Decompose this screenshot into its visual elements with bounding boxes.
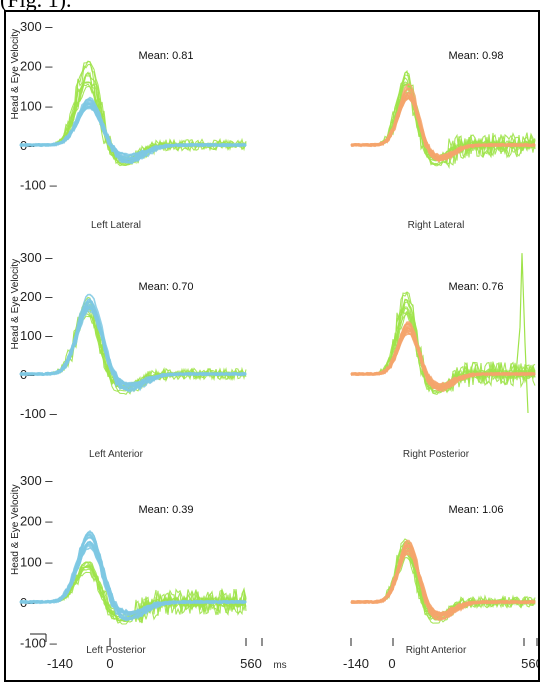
y-tick-label: 300 – <box>20 250 53 265</box>
velocity-chart: 300 –200 –100 –0–-100 –Head & Eye Veloci… <box>10 19 540 671</box>
x-tick-label: -140 <box>343 656 369 671</box>
y-tick-label: 200 – <box>20 289 53 304</box>
eye-velocity-trace <box>350 327 536 391</box>
figure-frame: 300 –200 –100 –0– -100 – Head & Eye Veloci… <box>4 10 540 682</box>
eye-velocity-trace <box>19 297 247 391</box>
head-velocity-trace <box>351 553 536 621</box>
y-tick-label: 300 – <box>20 19 53 34</box>
y-tick-label: 100 – <box>20 98 53 113</box>
y-tick-label: 100 – <box>20 328 53 343</box>
figure-caption-top: (Fig. 1). <box>0 0 120 12</box>
y-tick-label: 200 – <box>20 514 53 529</box>
eye-velocity-trace <box>350 96 536 162</box>
y-tick-label: 200 – <box>20 59 53 74</box>
x-axis-unit-label: ms <box>273 660 286 671</box>
head-velocity-spike <box>515 253 529 414</box>
eye-velocity-trace <box>350 549 536 622</box>
eye-velocity-trace <box>19 103 247 157</box>
mean-gain-label: Mean: 0.98 <box>448 50 503 62</box>
head-velocity-trace <box>351 549 536 618</box>
mean-gain-label: Mean: 0.70 <box>138 281 193 293</box>
eye-velocity-trace <box>350 544 536 621</box>
head-velocity-trace <box>20 315 247 392</box>
eye-velocity-trace <box>19 99 247 161</box>
x-tick-label: 0 <box>388 656 395 671</box>
head-velocity-trace <box>20 81 247 166</box>
eye-velocity-trace <box>19 542 247 616</box>
y-axis-label: Head & Eye Velocity <box>10 484 21 575</box>
y-tick-label: -100 – <box>20 178 58 193</box>
mean-gain-label: Mean: 1.06 <box>448 504 503 516</box>
eye-velocity-trace <box>19 542 247 622</box>
head-velocity-trace <box>20 74 247 162</box>
panel-title: Right Anterior <box>406 645 467 656</box>
eye-velocity-trace <box>350 552 536 620</box>
panel-title: Left Posterior <box>86 645 146 656</box>
y-tick-label: 300 – <box>20 473 53 488</box>
eye-velocity-trace <box>19 102 247 161</box>
eye-velocity-trace <box>19 101 247 163</box>
x-tick-label: 560 <box>521 656 540 671</box>
head-velocity-trace <box>20 305 247 390</box>
mean-gain-label: Mean: 0.39 <box>138 504 193 516</box>
head-velocity-trace <box>20 304 247 395</box>
head-velocity-trace <box>20 71 247 164</box>
x-tick-label: 0 <box>106 656 113 671</box>
y-axis-label: Head & Eye Velocity <box>10 29 21 120</box>
head-velocity-trace <box>20 81 247 165</box>
y-tick-label: -100 – <box>20 406 58 421</box>
eye-velocity-trace <box>19 107 247 161</box>
y-tick-label: 100 – <box>20 554 53 569</box>
head-velocity-trace <box>351 71 536 164</box>
eye-velocity-trace <box>19 105 247 161</box>
y-tick-label: -100 – <box>20 636 58 651</box>
eye-velocity-trace <box>19 300 247 386</box>
mean-gain-label: Mean: 0.76 <box>448 281 503 293</box>
eye-velocity-trace <box>350 553 536 615</box>
y-axis-label: Head & Eye Velocity <box>10 259 21 350</box>
eye-velocity-trace <box>19 102 247 160</box>
x-tick-label: -140 <box>47 656 73 671</box>
mean-gain-label: Mean: 0.81 <box>138 50 193 62</box>
panel-title: Left Lateral <box>91 220 141 231</box>
panel-title: Right Posterior <box>403 449 470 460</box>
eye-velocity-trace <box>19 530 247 618</box>
x-tick-label: 560 <box>240 656 262 671</box>
panel-title: Left Anterior <box>89 449 144 460</box>
panel-title: Right Lateral <box>408 220 465 231</box>
